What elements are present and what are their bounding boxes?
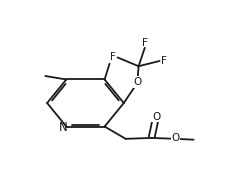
Text: F: F <box>161 56 167 66</box>
Text: O: O <box>172 134 180 143</box>
Text: O: O <box>134 77 142 87</box>
Text: F: F <box>142 38 148 48</box>
Text: F: F <box>110 52 116 62</box>
Text: N: N <box>59 121 68 134</box>
Text: O: O <box>152 112 160 122</box>
